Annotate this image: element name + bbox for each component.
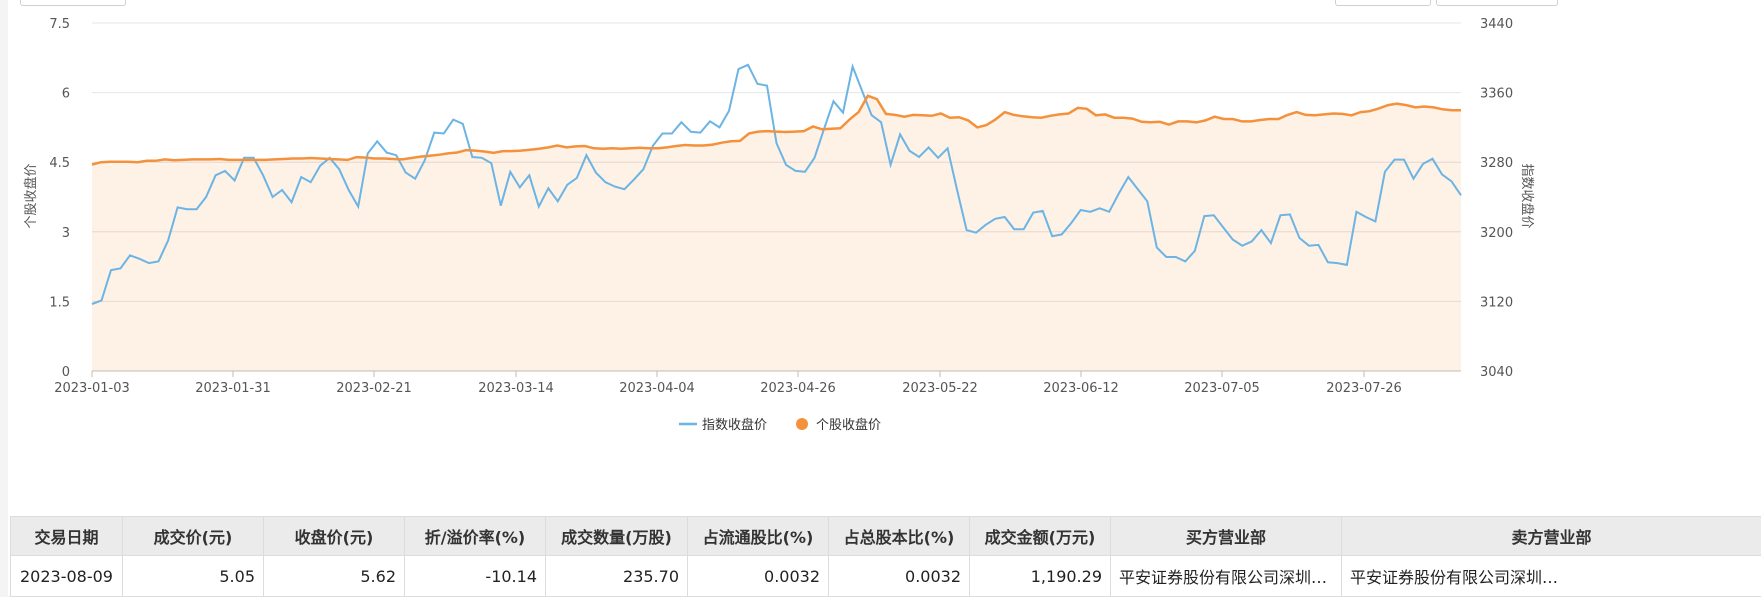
cell-trade-date: 2023-08-09	[11, 556, 123, 597]
x-axis-tick-label: 2023-03-14	[478, 381, 554, 396]
legend[interactable]: 指数收盘价 个股收盘价	[679, 417, 881, 433]
cell-buyer-branch[interactable]: 平安证券股份有限公司深圳金…	[1111, 556, 1342, 597]
col-premium-rate[interactable]: 折/溢价率(%)	[405, 517, 546, 556]
legend-stock-dot-icon	[796, 418, 808, 430]
x-axis-tick-label: 2023-07-26	[1326, 381, 1402, 396]
x-axis-tick-label: 2023-04-04	[619, 381, 695, 396]
left-axis-title: 个股收盘价	[23, 163, 39, 228]
x-axis-tick-label: 2023-01-31	[195, 381, 271, 396]
col-float-share-pct[interactable]: 占流通股比(%)	[688, 517, 829, 556]
col-deal-price[interactable]: 成交价(元)	[123, 517, 264, 556]
x-axis-tick-label: 2023-05-22	[902, 381, 978, 396]
left-axis-tick-label: 3	[62, 226, 70, 241]
cell-close-price: 5.62	[264, 556, 405, 597]
left-axis-tick-label: 7.5	[49, 17, 70, 32]
left-axis-tick-label: 4.5	[49, 156, 70, 171]
x-axis-tick-label: 2023-01-03	[54, 381, 130, 396]
right-axis-tick-label: 3040	[1480, 365, 1513, 380]
legend-index-label[interactable]: 指数收盘价	[702, 417, 767, 433]
col-volume[interactable]: 成交数量(万股)	[546, 517, 688, 556]
legend-stock-label[interactable]: 个股收盘价	[816, 417, 881, 433]
table-row[interactable]: 2023-08-09 5.05 5.62 -10.14 235.70 0.003…	[11, 556, 1761, 597]
col-close-price[interactable]: 收盘价(元)	[264, 517, 405, 556]
left-axis-ticks: 0 1.5 3 4.5 6 7.5	[49, 17, 70, 380]
col-amount[interactable]: 成交金额(万元)	[970, 517, 1111, 556]
right-axis-title: 指数收盘价	[1519, 163, 1535, 228]
cell-seller-branch[interactable]: 平安证券股份有限公司深圳…	[1342, 556, 1761, 597]
left-axis-tick-label: 6	[62, 87, 70, 102]
x-axis-tick-label: 2023-04-26	[760, 381, 836, 396]
price-chart: 0 1.5 3 4.5 6 7.5 3040 3120 3200 3280 3360 3440 20…	[0, 0, 1761, 516]
block-trade-table: 交易日期 成交价(元) 收盘价(元) 折/溢价率(%) 成交数量(万股) 占流通…	[10, 516, 1761, 597]
x-axis-tick-label: 2023-02-21	[336, 381, 412, 396]
right-axis-tick-label: 3200	[1480, 226, 1513, 241]
x-axis-ticks: 2023-01-03 2023-01-31 2023-02-21 2023-03-14…	[54, 371, 1402, 396]
cell-float-share-pct: 0.0032	[688, 556, 829, 597]
col-buyer-branch[interactable]: 买方营业部	[1111, 517, 1342, 556]
cell-total-share-pct: 0.0032	[829, 556, 970, 597]
x-axis-tick-label: 2023-07-05	[1184, 381, 1260, 396]
right-axis-tick-label: 3280	[1480, 156, 1513, 171]
cell-volume: 235.70	[546, 556, 688, 597]
right-axis-tick-label: 3360	[1480, 87, 1513, 102]
left-axis-tick-label: 1.5	[49, 295, 70, 310]
col-total-share-pct[interactable]: 占总股本比(%)	[829, 517, 970, 556]
cell-premium-rate: -10.14	[405, 556, 546, 597]
left-axis-tick-label: 0	[62, 365, 70, 380]
col-trade-date[interactable]: 交易日期	[11, 517, 123, 556]
cell-deal-price: 5.05	[123, 556, 264, 597]
right-axis-ticks: 3040 3120 3200 3280 3360 3440	[1480, 17, 1513, 380]
right-axis-tick-label: 3120	[1480, 295, 1513, 310]
table-header-row: 交易日期 成交价(元) 收盘价(元) 折/溢价率(%) 成交数量(万股) 占流通…	[11, 517, 1761, 556]
x-axis-tick-label: 2023-06-12	[1043, 381, 1119, 396]
cell-amount: 1,190.29	[970, 556, 1111, 597]
right-axis-tick-label: 3440	[1480, 17, 1513, 32]
col-seller-branch[interactable]: 卖方营业部	[1342, 517, 1761, 556]
